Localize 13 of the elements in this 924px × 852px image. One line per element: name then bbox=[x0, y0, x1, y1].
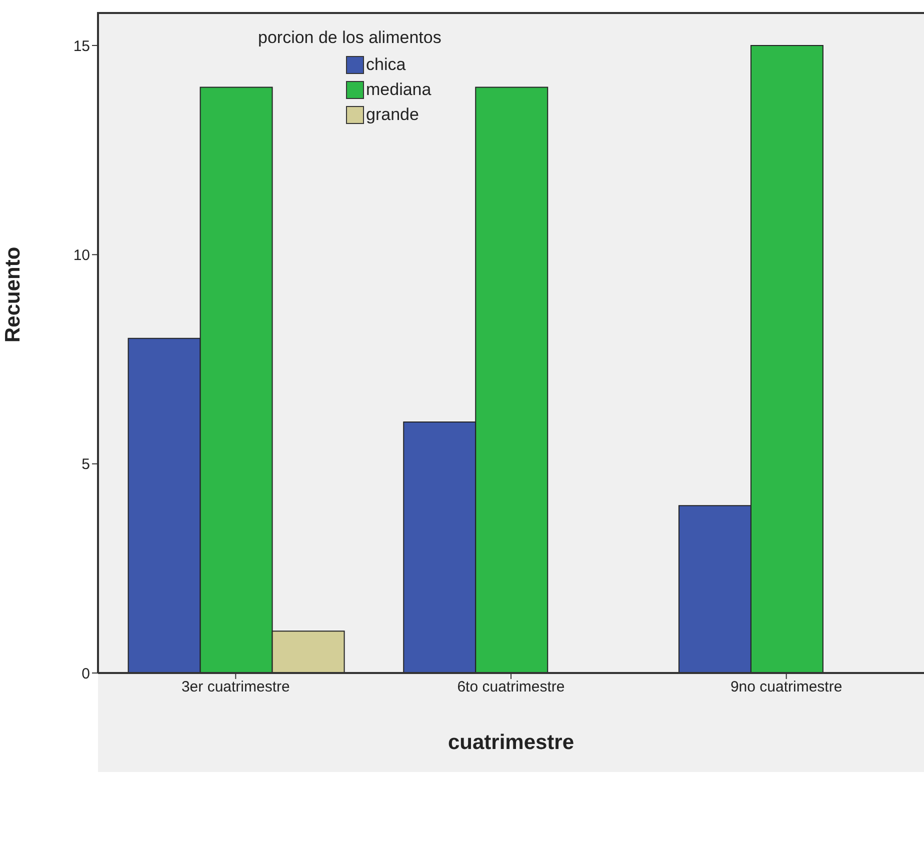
legend-label: grande bbox=[366, 104, 419, 124]
legend-title: porcion de los alimentos bbox=[258, 28, 442, 48]
x-tick-label: 3er cuatrimestre bbox=[181, 678, 290, 696]
x-axis-title: cuatrimestre bbox=[448, 731, 574, 754]
legend-label: chica bbox=[366, 54, 406, 74]
x-tick-label: 6to cuatrimestre bbox=[457, 678, 565, 696]
x-tick-label: 9no cuatrimestre bbox=[730, 678, 842, 696]
y-tick-label: 15 bbox=[73, 38, 90, 55]
y-tick-label: 10 bbox=[73, 246, 90, 264]
y-tick-label: 0 bbox=[82, 665, 90, 682]
y-tick-label: 5 bbox=[82, 456, 90, 474]
y-axis-title: Recuento bbox=[1, 246, 24, 342]
legend-label: mediana bbox=[366, 80, 432, 100]
